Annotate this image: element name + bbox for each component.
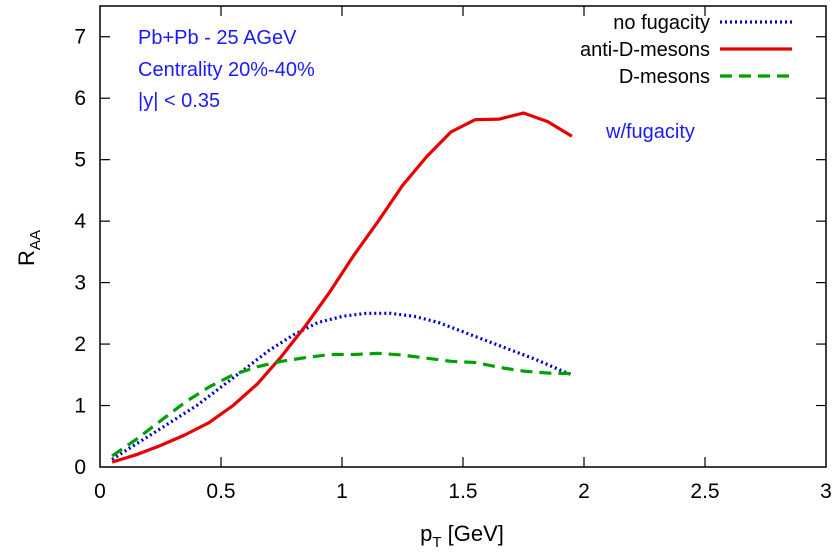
legend-label: anti-D-mesons: [580, 39, 710, 61]
series-line-no-fugacity: [111, 311, 573, 461]
x-axis-title: pT [GeV]: [420, 521, 504, 551]
y-tick-label: 0: [74, 456, 86, 479]
y-tick-label: 2: [74, 333, 86, 356]
annotation-fugacity: w/fugacity: [605, 121, 695, 143]
annotation-centrality: Centrality 20%-40%: [138, 59, 315, 81]
series-line-anti-d-mesons: [111, 111, 573, 464]
y-tick-label: 4: [74, 210, 86, 233]
y-tick-label: 6: [74, 87, 86, 110]
y-axis-title-main: R: [14, 250, 39, 266]
x-tick-label: 1: [336, 480, 348, 503]
x-tick-label: 0.5: [206, 480, 235, 503]
x-axis-title-main: p: [420, 521, 432, 546]
y-tick-label: 3: [74, 272, 86, 295]
x-tick-label: 0: [94, 480, 106, 503]
y-tick-label: 5: [74, 149, 86, 172]
legend-label: D-mesons: [619, 66, 710, 88]
annotation-system: Pb+Pb - 25 AGeV: [138, 27, 297, 49]
y-axis-title-sub: AA: [27, 230, 44, 250]
x-tick-label: 2.5: [690, 480, 719, 503]
y-tick-label: 7: [74, 26, 86, 49]
legend-label: no fugacity: [613, 12, 710, 34]
series-line-d-mesons: [111, 351, 572, 458]
x-axis-title-rest: [GeV]: [442, 521, 504, 546]
y-axis-title: RAA: [14, 230, 44, 266]
x-tick-label: 3: [820, 480, 832, 503]
x-tick-label: 1.5: [448, 480, 477, 503]
x-axis-title-sub: T: [432, 534, 441, 551]
y-tick-label: 1: [74, 395, 86, 418]
x-tick-label: 2: [578, 480, 590, 503]
annotation-rapidity: |y| < 0.35: [138, 90, 220, 112]
